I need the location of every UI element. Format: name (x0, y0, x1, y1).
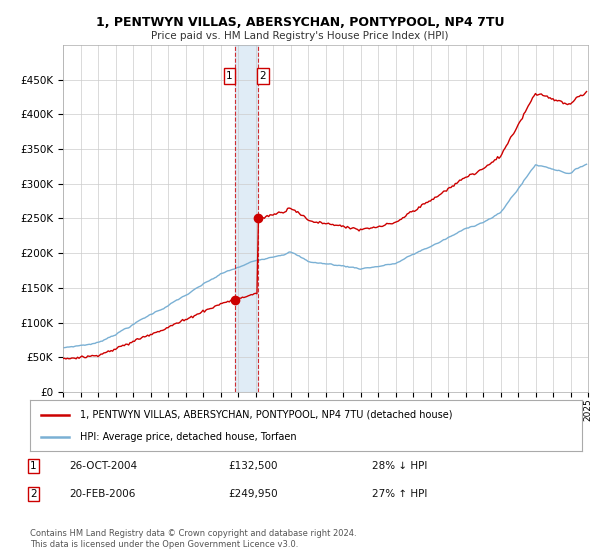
Text: Contains HM Land Registry data © Crown copyright and database right 2024.
This d: Contains HM Land Registry data © Crown c… (30, 529, 356, 549)
Text: HPI: Average price, detached house, Torfaen: HPI: Average price, detached house, Torf… (80, 432, 296, 442)
Text: 1, PENTWYN VILLAS, ABERSYCHAN, PONTYPOOL, NP4 7TU: 1, PENTWYN VILLAS, ABERSYCHAN, PONTYPOOL… (96, 16, 504, 29)
Text: 1: 1 (226, 71, 233, 81)
Text: 2: 2 (260, 71, 266, 81)
Text: 27% ↑ HPI: 27% ↑ HPI (372, 489, 427, 499)
Text: 1, PENTWYN VILLAS, ABERSYCHAN, PONTYPOOL, NP4 7TU (detached house): 1, PENTWYN VILLAS, ABERSYCHAN, PONTYPOOL… (80, 409, 452, 419)
Text: 2: 2 (30, 489, 37, 499)
Text: 20-FEB-2006: 20-FEB-2006 (69, 489, 136, 499)
Text: £249,950: £249,950 (228, 489, 278, 499)
Text: Price paid vs. HM Land Registry's House Price Index (HPI): Price paid vs. HM Land Registry's House … (151, 31, 449, 41)
Bar (235, 45, 257, 392)
Text: £132,500: £132,500 (228, 461, 277, 471)
Text: 26-OCT-2004: 26-OCT-2004 (69, 461, 137, 471)
Text: 1: 1 (30, 461, 37, 471)
Text: 28% ↓ HPI: 28% ↓ HPI (372, 461, 427, 471)
